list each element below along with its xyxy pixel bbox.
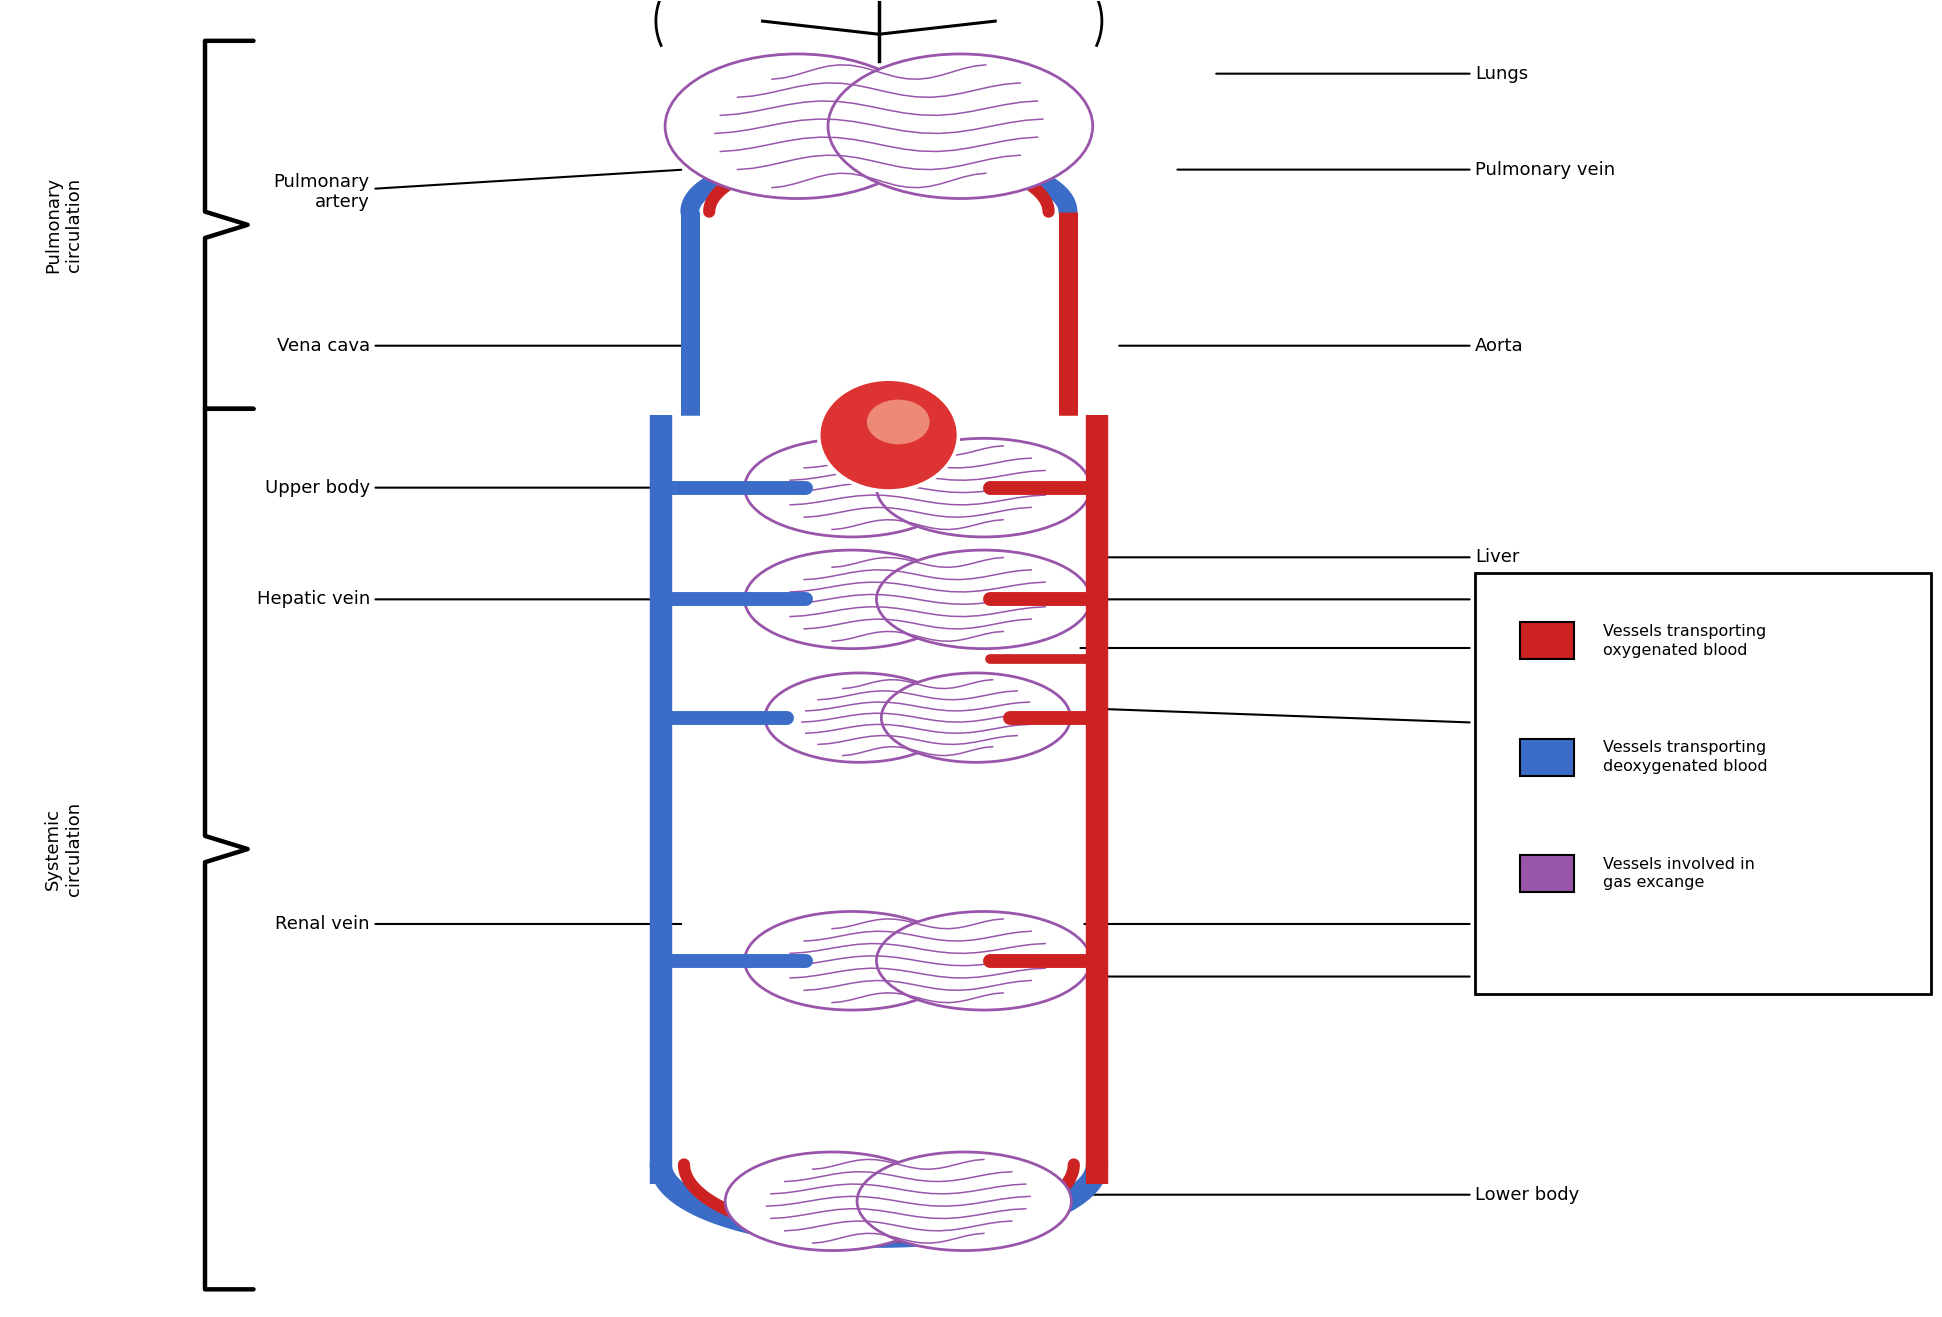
Text: Systemic
circulation: Systemic circulation — [45, 802, 84, 896]
Ellipse shape — [744, 551, 959, 649]
Ellipse shape — [882, 673, 1070, 763]
Text: Lungs: Lungs — [1216, 65, 1528, 83]
Ellipse shape — [820, 379, 959, 491]
Text: Aorta: Aorta — [1119, 337, 1524, 354]
FancyBboxPatch shape — [1521, 855, 1575, 892]
Text: Kidneys: Kidneys — [1066, 968, 1546, 985]
FancyBboxPatch shape — [1521, 623, 1575, 658]
Text: Vena cava: Vena cava — [276, 337, 682, 354]
Ellipse shape — [866, 399, 930, 444]
Text: Vessels transporting
deoxygenated blood: Vessels transporting deoxygenated blood — [1604, 740, 1767, 774]
Text: Lower body: Lower body — [1041, 1185, 1579, 1204]
Ellipse shape — [866, 399, 930, 444]
Text: Renal vein: Renal vein — [276, 915, 682, 932]
Text: Upper body: Upper body — [264, 478, 682, 497]
FancyBboxPatch shape — [1476, 573, 1930, 993]
Text: Vessels transporting
oxygenated blood: Vessels transporting oxygenated blood — [1604, 624, 1767, 657]
Ellipse shape — [876, 911, 1091, 1010]
Text: Hepatic portal vein: Hepatic portal vein — [1080, 639, 1647, 657]
Text: Pulmonary vein: Pulmonary vein — [1177, 161, 1616, 179]
Ellipse shape — [876, 439, 1091, 537]
Text: Vessels involved in
gas excange: Vessels involved in gas excange — [1604, 857, 1756, 890]
Ellipse shape — [876, 551, 1091, 649]
FancyBboxPatch shape — [1521, 739, 1575, 776]
Text: Renal artery: Renal artery — [1084, 915, 1587, 932]
Ellipse shape — [744, 439, 959, 537]
Text: Pulmonary
circulation: Pulmonary circulation — [45, 176, 84, 273]
Text: Pulmonary
artery: Pulmonary artery — [274, 170, 682, 211]
Ellipse shape — [765, 673, 954, 763]
Ellipse shape — [744, 911, 959, 1010]
Text: Hepatic vein: Hepatic vein — [256, 590, 682, 608]
Text: Stomach,
intestines: Stomach, intestines — [1089, 705, 1563, 744]
Text: Liver: Liver — [1099, 548, 1519, 566]
Ellipse shape — [856, 1152, 1072, 1251]
Ellipse shape — [724, 1152, 940, 1251]
Ellipse shape — [827, 54, 1093, 199]
Ellipse shape — [820, 379, 959, 491]
Ellipse shape — [664, 54, 930, 199]
Text: Hepatic artery: Hepatic artery — [1086, 590, 1606, 608]
